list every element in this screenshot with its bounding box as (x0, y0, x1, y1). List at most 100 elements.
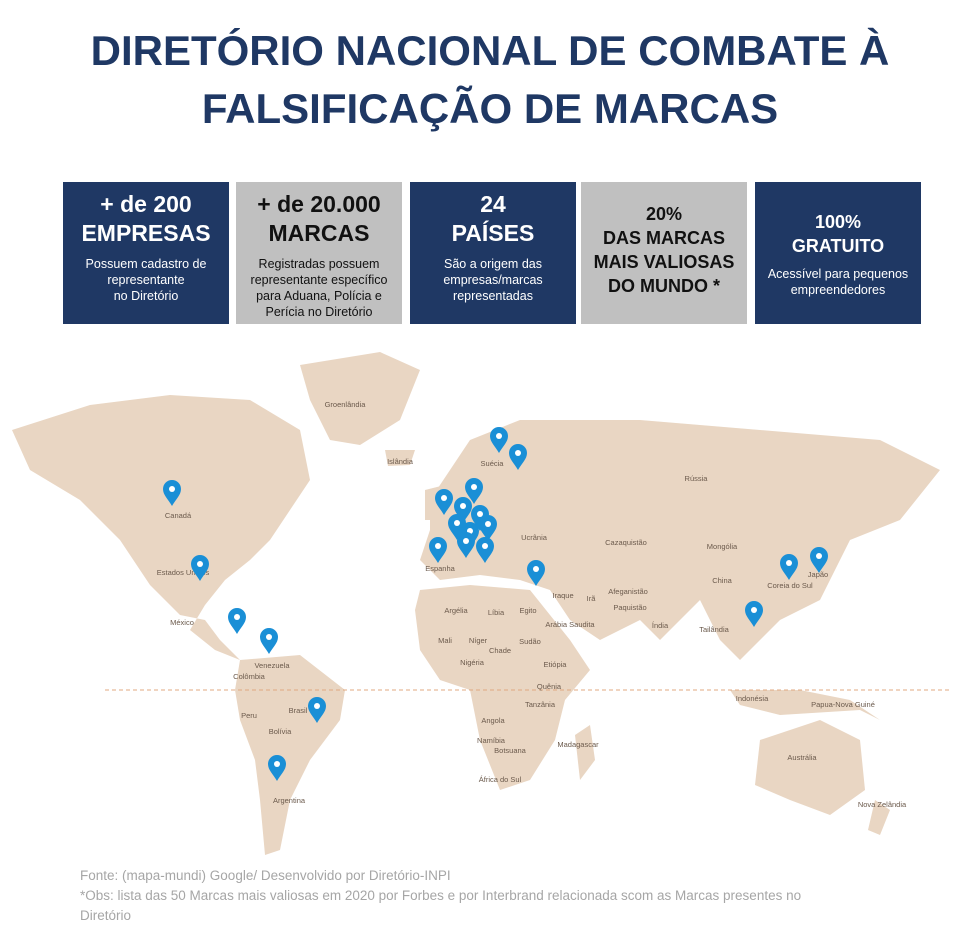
map-label: Argentina (273, 796, 306, 805)
pin-dot (435, 543, 441, 549)
map-label: Tanzânia (525, 700, 556, 709)
pin-dot (234, 614, 240, 620)
pin (260, 628, 278, 654)
card-text: no Diretório (63, 288, 229, 304)
continents (12, 352, 940, 855)
map-label: Índia (652, 621, 669, 630)
map-label: Arábia Saudita (545, 620, 595, 629)
map-label: Mali (438, 636, 452, 645)
map-label: Madagascar (557, 740, 599, 749)
card-text: representadas (410, 288, 576, 304)
map-label: Iraque (552, 591, 573, 600)
stat-card: 100%GRATUITOAcessível para pequenosempre… (755, 182, 921, 324)
map-label: Tailândia (699, 625, 729, 634)
card-headline: PAÍSES (410, 219, 576, 248)
map-label: Bolívia (269, 727, 292, 736)
pin-dot (197, 561, 203, 567)
map-label: Paquistão (613, 603, 646, 612)
pin-dot (533, 566, 539, 572)
card-headline: + de 20.000 (236, 190, 402, 219)
map-label: Cazaquistão (605, 538, 647, 547)
map-label: Papua-Nova Guiné (811, 700, 875, 709)
card-text: Perícia no Diretório (236, 304, 402, 320)
footnote-line: *Obs: lista das 50 Marcas mais valiosas … (80, 886, 801, 906)
pin (228, 608, 246, 634)
map-label: Egito (519, 606, 536, 615)
map-label: Chade (489, 646, 511, 655)
map-label: Japão (808, 570, 828, 579)
stat-card: + de 200EMPRESAS Possuem cadastro derepre… (63, 182, 229, 324)
map-label: Mongólia (707, 542, 738, 551)
map-label: Islândia (387, 457, 414, 466)
map-label: Níger (469, 636, 488, 645)
map-label: Etiópia (544, 660, 568, 669)
map-label: China (712, 576, 732, 585)
map-label: Nigéria (460, 658, 485, 667)
pin-dot (441, 495, 447, 501)
pin-dot (471, 484, 477, 490)
card-headline: 100% (755, 210, 921, 234)
map-label: Sudão (519, 637, 541, 646)
map-label: Peru (241, 711, 257, 720)
pin-dot (460, 503, 466, 509)
map-label: Espanha (425, 564, 455, 573)
map-label: Nova Zelândia (858, 800, 907, 809)
pin-dot (477, 511, 483, 517)
pin-dot (496, 433, 502, 439)
footnote-line: Fonte: (mapa-mundi) Google/ Desenvolvido… (80, 866, 801, 886)
pin-dot (314, 703, 320, 709)
map-label: Namíbia (477, 736, 506, 745)
map-label: Suécia (481, 459, 505, 468)
map-label: África do Sul (479, 775, 522, 784)
card-text: Registradas possuem (236, 256, 402, 272)
card-headline: + de 200 (63, 190, 229, 219)
card-text: empreendedores (755, 282, 921, 298)
map-label: Venezuela (254, 661, 290, 670)
map-label: Quênia (537, 682, 562, 691)
pin-dot (751, 607, 757, 613)
map-label: Indonésia (736, 694, 769, 703)
stat-card: 20%DAS MARCASMAIS VALIOSASDO MUNDO * (581, 182, 747, 324)
card-text: Acessível para pequenos (755, 266, 921, 282)
map-label: Coreia do Sul (767, 581, 813, 590)
card-text: São a origem das (410, 256, 576, 272)
map-label: Canadá (165, 511, 192, 520)
card-headline: 24 (410, 190, 576, 219)
pin-dot (266, 634, 272, 640)
card-headline: MARCAS (236, 219, 402, 248)
card-headline: MAIS VALIOSAS (581, 250, 747, 274)
footnote-line: Diretório (80, 906, 801, 926)
card-text: representante (63, 272, 229, 288)
map-label: Austrália (787, 753, 817, 762)
card-text: representante específico (236, 272, 402, 288)
title-line: FALSIFICAÇÃO DE MARCAS (0, 80, 980, 138)
world-map: GroenlândiaIslândiaSuéciaRússiaCanadáUcr… (0, 340, 980, 865)
card-headline: EMPRESAS (63, 219, 229, 248)
map-label: Brasil (289, 706, 308, 715)
pin-dot (482, 543, 488, 549)
map-label: Líbia (488, 608, 505, 617)
stat-card: + de 20.000MARCAS Registradas possuemrepr… (236, 182, 402, 324)
title-line: DIRETÓRIO NACIONAL DE COMBATE À (0, 22, 980, 80)
map-label: Irã (587, 594, 597, 603)
map-label: Rússia (685, 474, 709, 483)
footnote: Fonte: (mapa-mundi) Google/ Desenvolvido… (80, 866, 801, 926)
map-label: Argélia (444, 606, 468, 615)
map-label: Afeganistão (608, 587, 648, 596)
pin-dot (786, 560, 792, 566)
pin-dot (454, 520, 460, 526)
card-headline: DAS MARCAS (581, 226, 747, 250)
pin-dot (169, 486, 175, 492)
card-headline: DO MUNDO * (581, 274, 747, 298)
map-label: Angola (481, 716, 505, 725)
pin-dot (485, 521, 491, 527)
card-text: empresas/marcas (410, 272, 576, 288)
map-label: México (170, 618, 194, 627)
pin-dot (515, 450, 521, 456)
card-text: Possuem cadastro de (63, 256, 229, 272)
card-text: para Aduana, Polícia e (236, 288, 402, 304)
map-label: Groenlândia (325, 400, 367, 409)
stat-card: 24PAÍSES São a origem dasempresas/marcasr… (410, 182, 576, 324)
title: DIRETÓRIO NACIONAL DE COMBATE À FALSIFIC… (0, 22, 980, 138)
